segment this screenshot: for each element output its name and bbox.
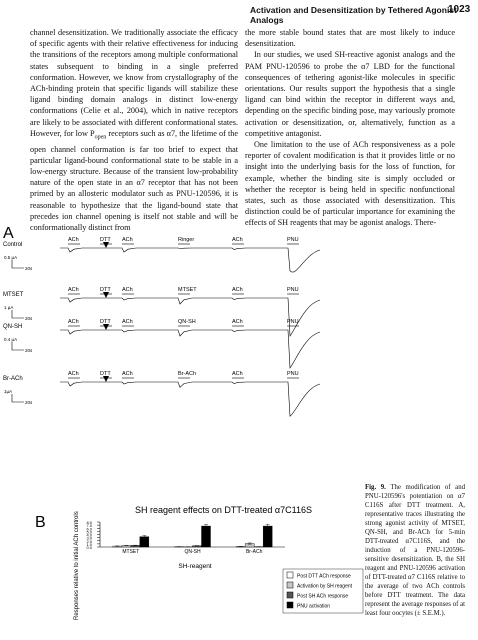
scale-current: 0.4 µA	[4, 337, 17, 342]
chart-title: SH reagent effects on DTT-treated α7C116…	[135, 505, 312, 515]
event-label: Br-ACh	[178, 371, 196, 377]
y-tick-label: 5.0	[86, 529, 92, 534]
text: channel desensitization. We traditionall…	[30, 28, 238, 138]
event-label: PNU	[287, 371, 299, 377]
event-label: Ringer	[178, 237, 194, 243]
scale-bar	[11, 260, 24, 269]
dtt-marker	[103, 292, 109, 298]
scale-bar	[11, 342, 24, 351]
y-tick-label: 6.0	[86, 526, 92, 531]
scale-time: 20s	[25, 348, 33, 353]
y-axis-label: Responses relative to initial ACh contro…	[74, 511, 80, 620]
event-label: QN-SH	[178, 319, 196, 325]
scale-time: 20s	[25, 266, 33, 271]
bar	[262, 525, 273, 548]
dtt-marker	[103, 324, 109, 330]
page-number: 1023	[448, 4, 471, 15]
dtt-marker	[103, 376, 109, 382]
running-title: Activation and Desensitization by Tether…	[250, 5, 457, 25]
event-label: ACh	[122, 371, 133, 377]
error-bar	[204, 524, 208, 528]
dtt-marker	[103, 242, 109, 248]
event-label: ACh	[232, 371, 243, 377]
legend-label: PNU activation	[297, 604, 330, 610]
bar	[139, 536, 150, 548]
text: receptors such as α7, the lifetime of th…	[30, 128, 238, 233]
x-tick-label: QN-SH	[184, 549, 201, 555]
event-label: PNU	[287, 287, 299, 293]
legend-label: Post SH ACh response	[297, 594, 348, 600]
x-tick-label: MTSET	[122, 549, 139, 555]
current-trace	[60, 247, 321, 273]
error-bar	[133, 544, 138, 546]
scale-current: 1µA	[4, 389, 12, 394]
legend-swatch	[286, 581, 294, 589]
event-label: PNU	[287, 319, 299, 325]
event-label: PNU	[287, 237, 299, 243]
event-label: ACh	[68, 319, 79, 325]
subscript: open	[94, 134, 107, 141]
legend-swatch	[286, 591, 294, 599]
legend-label: Activation by SH reagent	[297, 584, 353, 590]
row-label: Control	[3, 242, 22, 248]
caption-label: Fig. 9.	[365, 484, 386, 491]
event-label: ACh	[232, 237, 243, 243]
paragraph: the more stable bound states that are mo…	[245, 28, 455, 49]
error-bar	[265, 523, 270, 529]
y-tick-label: 8.0	[86, 520, 92, 525]
event-label: DTT	[100, 319, 111, 325]
scale-time: 20s	[25, 316, 33, 321]
y-tick-label: 3.0	[86, 536, 92, 541]
legend-box	[282, 568, 364, 614]
legend-swatch	[286, 571, 294, 579]
event-label: ACh	[232, 287, 243, 293]
event-label: ACh	[68, 371, 79, 377]
event-label: ACh	[68, 237, 79, 243]
row-label: MTSET	[3, 292, 24, 298]
x-axis-label: SH-reagent	[178, 563, 211, 570]
right-column: the more stable bound states that are mo…	[245, 27, 455, 229]
event-label: DTT	[100, 371, 111, 377]
legend-label: Post DTT ACh response	[297, 574, 351, 580]
paragraph: One limitation to the use of ACh respons…	[245, 140, 455, 228]
panel-label: A	[3, 225, 14, 242]
y-tick-label: 2.0	[86, 539, 92, 544]
event-label: ACh	[122, 287, 133, 293]
event-label: ACh	[68, 287, 79, 293]
error-bar	[247, 542, 252, 545]
row-label: Br-ACh	[3, 376, 23, 382]
scale-bar	[11, 310, 24, 319]
panel-label: B	[35, 514, 46, 531]
legend-swatch	[286, 601, 294, 609]
y-tick-label: 0.0	[86, 545, 92, 550]
event-label: DTT	[100, 287, 111, 293]
event-label: MTSET	[178, 287, 197, 293]
y-tick-label: 4.0	[86, 533, 92, 538]
scale-bar	[11, 394, 24, 403]
event-label: DTT	[100, 237, 111, 243]
x-tick-label: Br-ACh	[246, 549, 263, 555]
current-trace	[60, 297, 321, 337]
caption-text: The modification of and PNU-120596's pot…	[365, 484, 465, 617]
paragraph: channel desensitization. We traditionall…	[30, 27, 238, 233]
scale-current: 0.5 µA	[4, 255, 17, 260]
event-label: ACh	[122, 237, 133, 243]
scale-time: 20s	[25, 400, 33, 405]
row-label: QN-SH	[3, 324, 22, 330]
event-label: ACh	[232, 319, 243, 325]
caption: Fig. 9. The modification of and PNU-1205…	[365, 483, 465, 618]
paragraph: In our studies, we used SH-reactive agon…	[245, 50, 455, 138]
y-tick-label: 7.0	[86, 523, 92, 528]
current-trace	[60, 329, 321, 369]
scale-current: 1 µA	[4, 305, 13, 310]
error-bar	[142, 535, 147, 539]
y-tick-label: 1.0	[86, 542, 92, 547]
current-trace	[60, 381, 321, 417]
bar	[201, 525, 211, 548]
event-label: ACh	[122, 319, 133, 325]
left-column: channel desensitization. We traditionall…	[30, 27, 238, 233]
